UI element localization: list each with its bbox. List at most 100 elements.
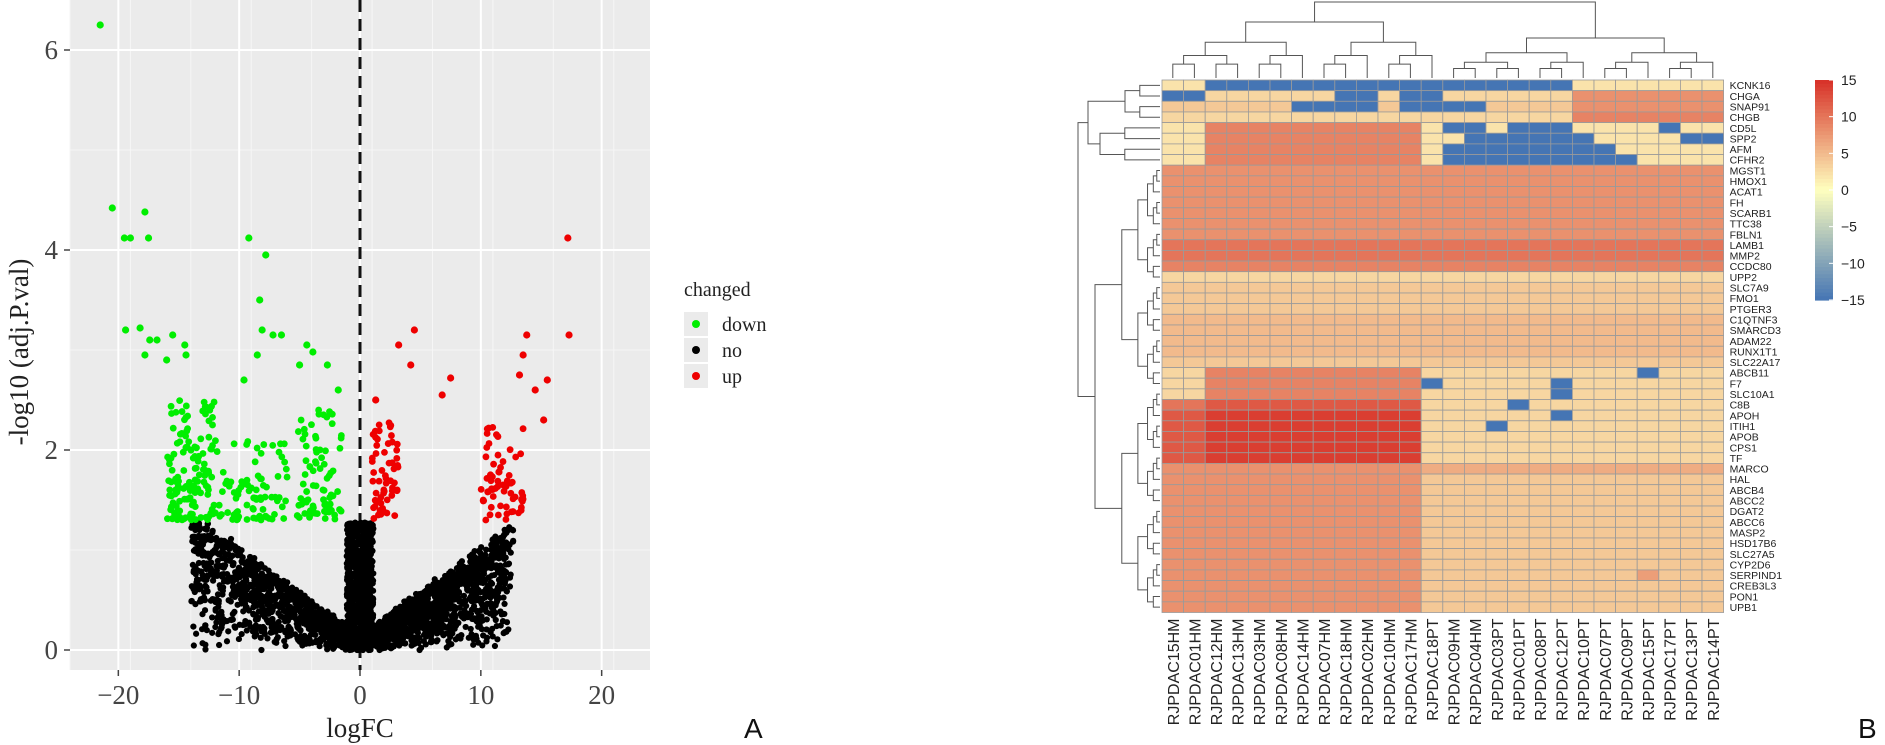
point-no (435, 621, 442, 628)
heatmap-cell (1334, 409, 1357, 422)
point-no (291, 590, 298, 597)
point-no (273, 636, 280, 643)
heatmap-cell (1636, 335, 1660, 347)
heatmap-cell (1377, 409, 1401, 422)
heatmap-cell (1485, 367, 1509, 379)
point-down (257, 516, 265, 524)
point-no (369, 614, 377, 621)
point-down (200, 460, 208, 468)
heatmap-cell (1593, 409, 1617, 422)
point-no (328, 637, 335, 644)
heatmap-cell (1485, 441, 1509, 454)
heatmap-cell (1593, 462, 1617, 475)
heatmap-cell (1701, 260, 1725, 273)
heatmap-cell (1204, 292, 1228, 305)
heatmap-cell (1334, 516, 1357, 528)
heatmap-cell (1572, 122, 1595, 134)
heatmap-cell (1658, 452, 1681, 464)
heatmap-cell (1377, 186, 1401, 198)
heatmap-cell (1334, 260, 1357, 273)
heatmap-cell (1572, 228, 1595, 241)
point-down (199, 450, 207, 457)
heatmap-cell (1658, 79, 1681, 92)
heatmap-cell (1528, 132, 1552, 145)
point-no (349, 617, 357, 625)
heatmap-cell (1356, 335, 1379, 347)
heatmap-cell (1356, 367, 1379, 379)
point-up (381, 472, 389, 480)
point-no (238, 600, 245, 607)
heatmap-cell (1572, 345, 1595, 358)
point-down (167, 402, 175, 410)
point-down (312, 459, 320, 467)
heatmap-cell (1356, 186, 1379, 198)
y-tick-label: 2 (45, 435, 59, 465)
heatmap-cell (1269, 100, 1293, 113)
heatmap-cell (1420, 441, 1444, 454)
heatmap-cell (1269, 122, 1293, 134)
point-down (322, 508, 330, 516)
heatmap-cell (1161, 228, 1185, 241)
point-up (497, 502, 504, 510)
heatmap-cell (1356, 484, 1379, 496)
point-down (141, 208, 149, 216)
heatmap-cell (1636, 484, 1660, 496)
point-down (197, 514, 205, 521)
point-no (318, 611, 326, 618)
heatmap-cell (1226, 79, 1249, 92)
point-down (243, 501, 251, 509)
point-up (489, 493, 497, 500)
dendrogram-branch (1124, 148, 1160, 161)
heatmap-cell (1680, 281, 1703, 294)
point-no (213, 562, 220, 570)
heatmap-cell (1356, 249, 1379, 262)
heatmap-cell (1312, 122, 1336, 134)
heatmap-cell (1183, 462, 1206, 475)
heatmap-cell (1701, 516, 1725, 528)
heatmap-cell (1248, 154, 1271, 166)
heatmap-cell (1204, 452, 1228, 464)
dendrogram-branch (1204, 41, 1287, 56)
point-down (224, 509, 232, 516)
point-up (393, 446, 401, 454)
heatmap-cell (1420, 367, 1444, 379)
point-no (462, 623, 469, 631)
point-up (374, 511, 382, 519)
point-up (486, 471, 495, 479)
heatmap-cell (1204, 260, 1228, 273)
point-no (459, 578, 466, 585)
heatmap-cell (1507, 484, 1530, 496)
dendrogram-branch (1152, 239, 1160, 257)
heatmap-cell (1485, 239, 1509, 251)
point-up (386, 423, 394, 431)
dendrogram-branch (1099, 132, 1125, 156)
heatmap-cell (1615, 154, 1638, 166)
heatmap-cell (1615, 473, 1638, 486)
heatmap-cell (1312, 239, 1336, 251)
heatmap-cell (1204, 154, 1228, 166)
point-down (299, 480, 307, 488)
heatmap-cell (1636, 303, 1660, 315)
heatmap-cell (1183, 505, 1206, 518)
heatmap-cell (1183, 484, 1206, 496)
point-down (259, 482, 267, 489)
heatmap-cell (1680, 186, 1703, 198)
point-no (240, 582, 247, 589)
heatmap-cell (1183, 516, 1206, 528)
heatmap-cell (1615, 335, 1638, 347)
heatmap-cell (1658, 228, 1681, 241)
heatmap-cell (1572, 111, 1595, 123)
point-down (269, 441, 277, 449)
dendrogram-branch (1604, 67, 1627, 78)
heatmap-cell (1572, 324, 1595, 337)
point-no (214, 591, 222, 598)
heatmap-cell (1528, 516, 1552, 528)
heatmap-cell (1399, 249, 1422, 262)
heatmap-cell (1291, 367, 1314, 379)
heatmap-cell (1356, 345, 1379, 358)
heatmap-cell (1334, 473, 1357, 486)
heatmap-cell (1464, 345, 1487, 358)
heatmap-cell (1226, 154, 1249, 166)
heatmap-cell (1334, 494, 1357, 507)
heatmap-cell (1680, 175, 1703, 187)
